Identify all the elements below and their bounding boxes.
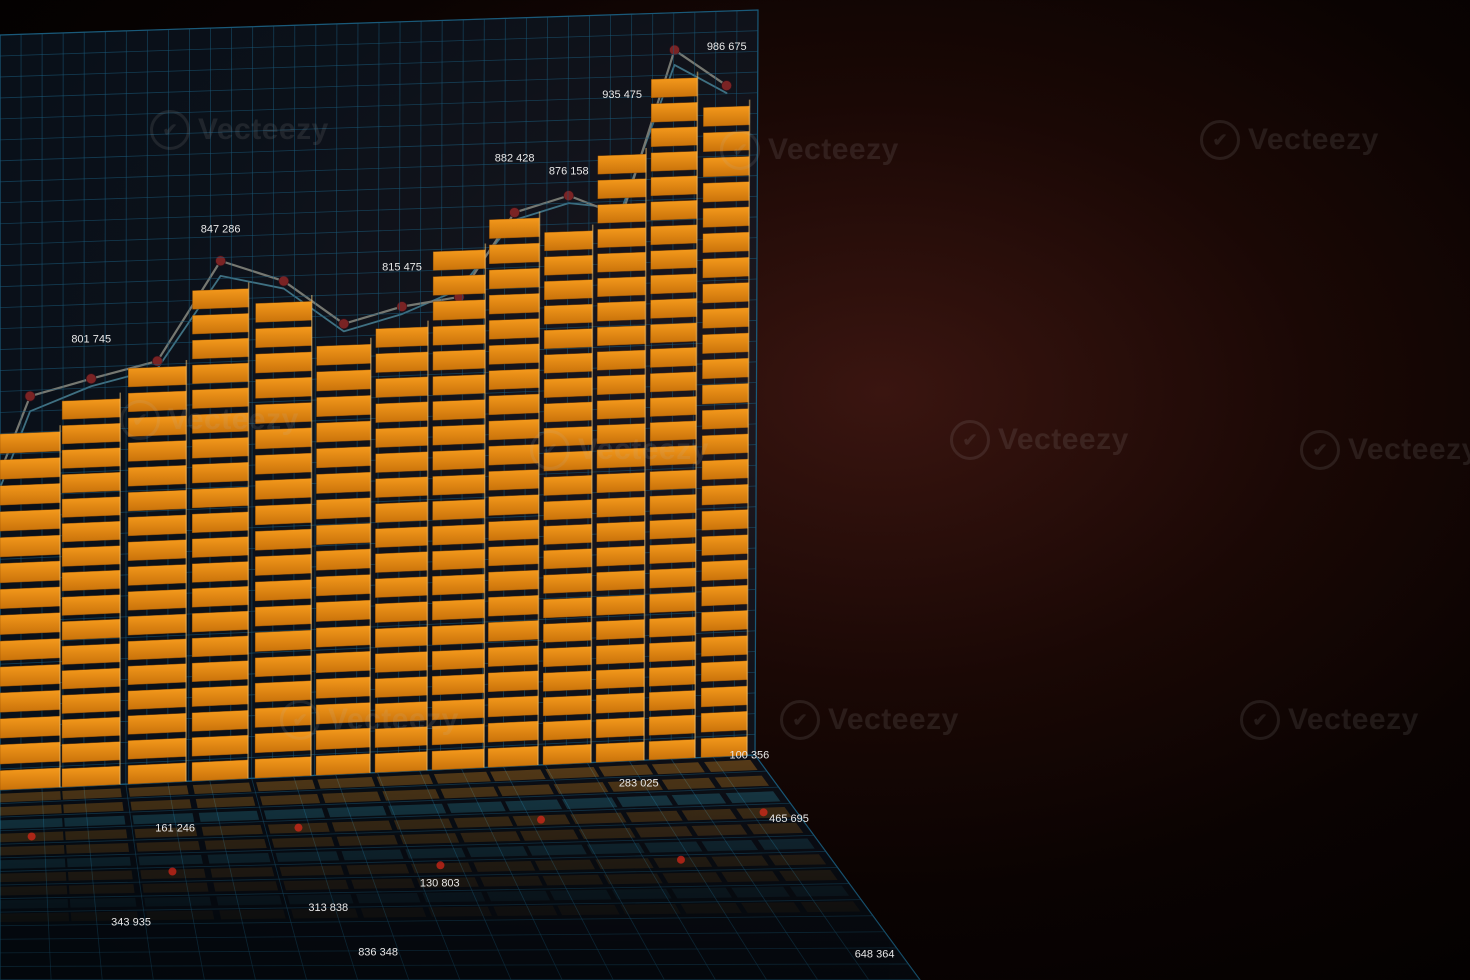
bar-value-label: 801 745 xyxy=(71,334,111,346)
bar-value-label: 935 475 xyxy=(602,89,642,101)
bar xyxy=(596,148,646,762)
chart-3d-scene: 801 745 847 286 815 475 882 428 876 158 935 4… xyxy=(0,0,1470,980)
floor-value-label: 130 803 xyxy=(420,877,460,889)
floor-value-label: 100 356 xyxy=(730,750,770,762)
floor-value-label: 836 348 xyxy=(358,946,398,958)
bar-value-label: 986 675 xyxy=(707,41,747,53)
floor-value-label: 283 025 xyxy=(619,778,659,790)
bar-value-label: 876 158 xyxy=(549,166,589,178)
floor-value-label: 161 246 xyxy=(155,823,195,835)
bars-reflection xyxy=(0,755,920,980)
floor-value-label: 313 838 xyxy=(308,902,348,914)
bar-value-label: 882 428 xyxy=(495,153,535,165)
bar-value-label: 815 475 xyxy=(382,262,422,274)
floor-value-label: 465 695 xyxy=(769,813,809,825)
floor-value-label: 343 935 xyxy=(111,916,151,928)
bar xyxy=(316,338,371,776)
bar xyxy=(128,360,186,784)
bar-value-label: 847 286 xyxy=(201,223,241,235)
floor-value-label: 648 364 xyxy=(855,949,895,961)
